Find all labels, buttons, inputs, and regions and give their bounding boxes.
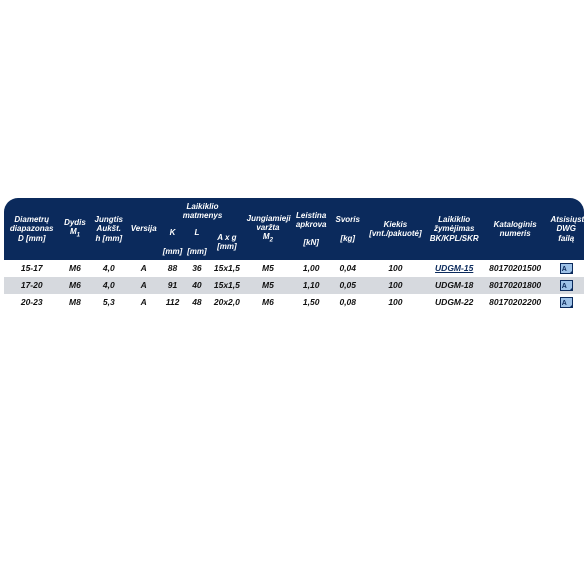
table-row: 17-20M64,0A914015x1,5M51,100,05100UDGM-1… — [4, 277, 584, 294]
col-height: JungtisAukšt.h [mm] — [90, 198, 127, 260]
cell-load: 1,50 — [291, 294, 331, 311]
table-row: 15-17M64,0A883615x1,5M51,000,04100UDGM-1… — [4, 260, 584, 277]
cell-m2: M6 — [245, 294, 292, 311]
table-header: DiametrųdiapazonasD [mm] DydisM1 Jungtis… — [4, 198, 584, 260]
cell-dwg[interactable]: A — [548, 294, 584, 311]
cell-m1: M8 — [59, 294, 90, 311]
cell-weight: 0,04 — [331, 260, 364, 277]
cell-dwg[interactable]: A — [548, 277, 584, 294]
spec-table: DiametrųdiapazonasD [mm] DydisM1 Jungtis… — [4, 198, 584, 311]
cell-marking: UDGM-18 — [426, 277, 481, 294]
col-axg: A x g[mm] — [209, 224, 245, 260]
cell-l: 40 — [185, 277, 209, 294]
cell-diameter: 17-20 — [4, 277, 59, 294]
cell-catalog: 80170202200 — [482, 294, 549, 311]
col-marking: LaikikliožymėjimasBK/KPL/SKR — [426, 198, 481, 260]
dwg-icon[interactable]: A — [560, 263, 573, 274]
col-catalog: Kataloginisnumeris — [482, 198, 549, 260]
cell-axg: 20x2,0 — [209, 294, 245, 311]
col-diameter: DiametrųdiapazonasD [mm] — [4, 198, 59, 260]
cell-catalog: 80170201500 — [482, 260, 549, 277]
cell-version: A — [127, 294, 160, 311]
cell-diameter: 15-17 — [4, 260, 59, 277]
cell-axg: 15x1,5 — [209, 277, 245, 294]
table-row: 20-23M85,3A1124820x2,0M61,500,08100UDGM-… — [4, 294, 584, 311]
col-bracket-dims: Laikikliomatmenys — [160, 198, 244, 224]
cell-weight: 0,05 — [331, 277, 364, 294]
dwg-icon[interactable]: A — [560, 280, 573, 291]
col-k: K[mm] — [160, 224, 184, 260]
cell-h: 4,0 — [90, 277, 127, 294]
cell-catalog: 80170201800 — [482, 277, 549, 294]
cell-qty: 100 — [364, 260, 426, 277]
cell-load: 1,00 — [291, 260, 331, 277]
cell-load: 1,10 — [291, 277, 331, 294]
cell-dwg[interactable]: A — [548, 260, 584, 277]
cell-m1: M6 — [59, 260, 90, 277]
cell-marking[interactable]: UDGM-15 — [426, 260, 481, 277]
dwg-icon[interactable]: A — [560, 297, 573, 308]
cell-l: 48 — [185, 294, 209, 311]
cell-m1: M6 — [59, 277, 90, 294]
col-size: DydisM1 — [59, 198, 90, 260]
cell-k: 91 — [160, 277, 184, 294]
cell-k: 112 — [160, 294, 184, 311]
table-body: 15-17M64,0A883615x1,5M51,000,04100UDGM-1… — [4, 260, 584, 311]
col-qty: Kiekis[vnt./pakuotė] — [364, 198, 426, 260]
cell-h: 5,3 — [90, 294, 127, 311]
cell-qty: 100 — [364, 294, 426, 311]
cell-version: A — [127, 277, 160, 294]
cell-marking: UDGM-22 — [426, 294, 481, 311]
col-l: L[mm] — [185, 224, 209, 260]
cell-l: 36 — [185, 260, 209, 277]
cell-m2: M5 — [245, 260, 292, 277]
cell-diameter: 20-23 — [4, 294, 59, 311]
marking-link[interactable]: UDGM-15 — [435, 263, 473, 273]
table-container: DiametrųdiapazonasD [mm] DydisM1 Jungtis… — [0, 0, 588, 311]
cell-qty: 100 — [364, 277, 426, 294]
cell-version: A — [127, 260, 160, 277]
cell-axg: 15x1,5 — [209, 260, 245, 277]
col-bolts: JungiamiejivaržtaM2 — [245, 198, 292, 260]
cell-k: 88 — [160, 260, 184, 277]
col-load: Leistinaapkrova[kN] — [291, 198, 331, 260]
col-dwg: AtsisiųstiDWGfailą — [548, 198, 584, 260]
cell-h: 4,0 — [90, 260, 127, 277]
cell-m2: M5 — [245, 277, 292, 294]
cell-weight: 0,08 — [331, 294, 364, 311]
col-weight: Svoris[kg] — [331, 198, 364, 260]
col-version: Versija — [127, 198, 160, 260]
